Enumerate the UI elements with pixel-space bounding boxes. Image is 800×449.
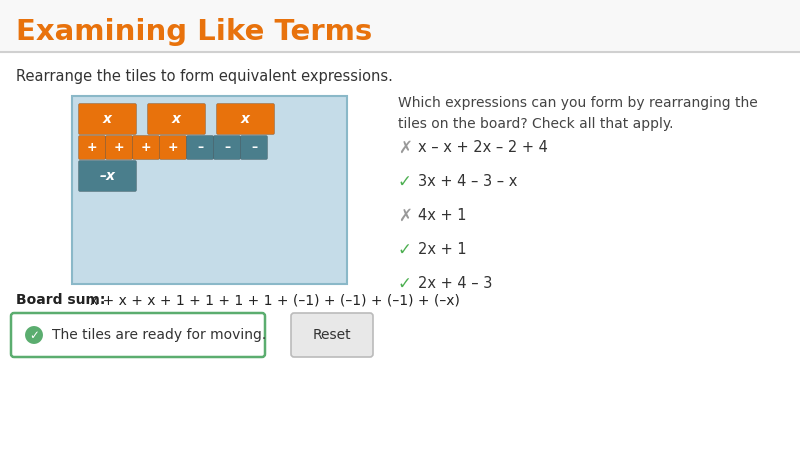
FancyBboxPatch shape xyxy=(186,136,214,159)
FancyBboxPatch shape xyxy=(11,313,265,357)
Text: Board sum:: Board sum: xyxy=(16,293,110,307)
Text: Rearrange the tiles to form equivalent expressions.: Rearrange the tiles to form equivalent e… xyxy=(16,69,393,84)
FancyBboxPatch shape xyxy=(241,136,267,159)
Text: 3x + 4 – 3 – x: 3x + 4 – 3 – x xyxy=(418,175,518,189)
FancyBboxPatch shape xyxy=(78,160,137,192)
Text: +: + xyxy=(114,141,124,154)
Text: +: + xyxy=(168,141,178,154)
Text: –: – xyxy=(197,141,203,154)
Text: –x: –x xyxy=(99,169,115,183)
Text: ✗: ✗ xyxy=(398,207,412,225)
FancyBboxPatch shape xyxy=(0,0,800,52)
FancyBboxPatch shape xyxy=(78,136,106,159)
Text: ✓: ✓ xyxy=(398,275,412,293)
Text: ✓: ✓ xyxy=(398,241,412,259)
Text: x – x + 2x – 2 + 4: x – x + 2x – 2 + 4 xyxy=(418,141,548,155)
Text: Examining Like Terms: Examining Like Terms xyxy=(16,18,372,46)
Text: –: – xyxy=(224,141,230,154)
Text: ✗: ✗ xyxy=(398,139,412,157)
Text: x: x xyxy=(241,112,250,126)
FancyBboxPatch shape xyxy=(291,313,373,357)
FancyBboxPatch shape xyxy=(217,104,274,135)
Text: ✓: ✓ xyxy=(398,173,412,191)
FancyBboxPatch shape xyxy=(159,136,186,159)
Text: The tiles are ready for moving.: The tiles are ready for moving. xyxy=(52,328,266,342)
Text: –: – xyxy=(251,141,257,154)
FancyBboxPatch shape xyxy=(72,96,347,284)
FancyBboxPatch shape xyxy=(147,104,206,135)
Text: x + x + x + 1 + 1 + 1 + 1 + (–1) + (–1) + (–1) + (–x): x + x + x + 1 + 1 + 1 + 1 + (–1) + (–1) … xyxy=(90,293,460,307)
FancyBboxPatch shape xyxy=(214,136,241,159)
Text: x: x xyxy=(103,112,112,126)
Circle shape xyxy=(24,325,44,345)
Text: 2x + 1: 2x + 1 xyxy=(418,242,466,257)
Text: ✓: ✓ xyxy=(29,329,39,342)
Text: x: x xyxy=(172,112,181,126)
Text: Which expressions can you form by rearranging the
tiles on the board? Check all : Which expressions can you form by rearra… xyxy=(398,96,758,131)
Text: 2x + 4 – 3: 2x + 4 – 3 xyxy=(418,277,492,291)
FancyBboxPatch shape xyxy=(106,136,133,159)
Text: Reset: Reset xyxy=(313,328,351,342)
Text: +: + xyxy=(86,141,98,154)
Text: 4x + 1: 4x + 1 xyxy=(418,208,466,224)
Text: +: + xyxy=(141,141,151,154)
FancyBboxPatch shape xyxy=(78,104,137,135)
FancyBboxPatch shape xyxy=(133,136,159,159)
